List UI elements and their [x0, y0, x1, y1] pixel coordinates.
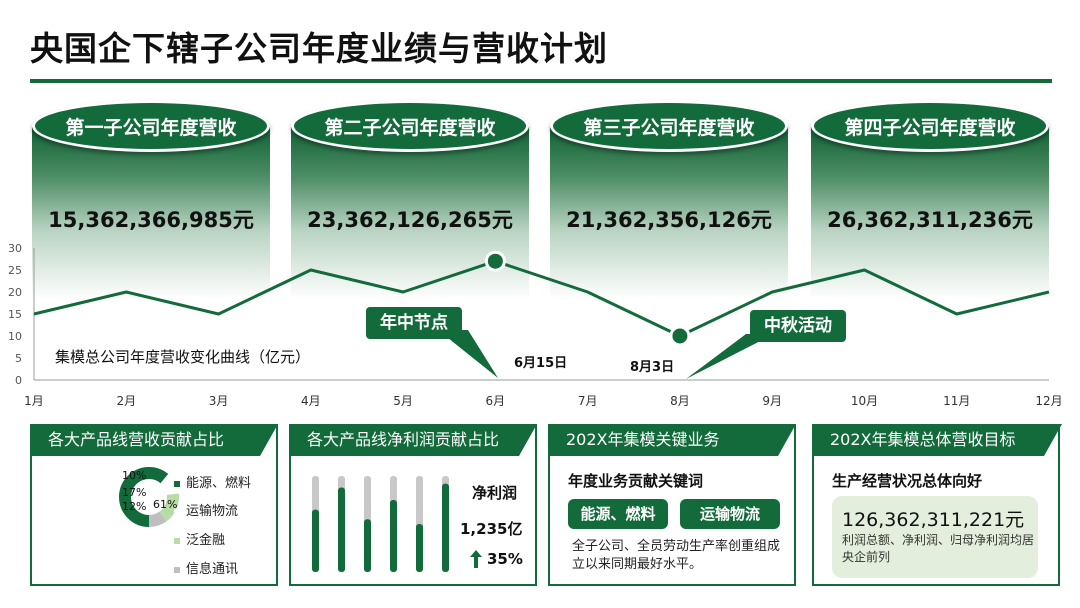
- y-tick-label: 10: [8, 330, 22, 343]
- subsidiary-name: 第二子公司年度营收: [324, 117, 496, 139]
- x-tick-label: 6月: [486, 394, 506, 408]
- revenue-donut-chart: [119, 467, 179, 527]
- callout-mid-autumn: 中秋活动: [750, 310, 846, 342]
- target-value: 126,362,311,221元: [842, 509, 1025, 531]
- donut-slice: [119, 467, 179, 527]
- x-tick-label: 2月: [116, 394, 136, 408]
- y-tick-label: 20: [8, 286, 22, 299]
- highlight-point: [484, 250, 506, 272]
- x-tick-label: 10月: [851, 394, 878, 408]
- cylinder-cap: [811, 100, 1049, 152]
- panel-subtitle: 年度业务贡献关键词: [568, 472, 704, 490]
- bar-fill: [442, 483, 449, 572]
- cylinder-cap: [32, 100, 270, 152]
- subsidiary-revenue: 23,362,126,265元: [307, 208, 513, 232]
- x-tick-label: 12月: [1035, 394, 1062, 408]
- bar-fill: [364, 519, 371, 572]
- callout-tail-mid-autumn: [686, 334, 774, 379]
- x-tick-label: 11月: [943, 394, 970, 408]
- legend-swatch: [174, 480, 180, 487]
- subsidiary-card-3: 第三子公司年度营收 21,362,356,126元: [550, 100, 788, 300]
- y-tick-label: 30: [8, 242, 22, 255]
- legend-item: 能源、燃料: [174, 472, 251, 491]
- x-tick-label: 8月: [670, 394, 690, 408]
- net-profit-value: 1,235亿: [460, 520, 523, 538]
- cylinder-body: [32, 126, 270, 300]
- callout-tail-mid-year: [438, 330, 498, 378]
- y-tick-label: 15: [8, 308, 22, 321]
- legend-item: 信息通讯: [174, 558, 238, 577]
- panel-title: 各大产品线净利润贡献占比: [289, 424, 537, 456]
- panel-title: 各大产品线营收贡献占比: [30, 424, 278, 456]
- donut-label: 12%: [122, 500, 147, 513]
- bar-fill: [312, 509, 319, 572]
- growth-percent: 35%: [487, 550, 523, 568]
- panel-title: 202X年集模总体营收目标: [812, 424, 1062, 456]
- legend-item: 运输物流: [174, 500, 238, 519]
- revenue-series-line: [33, 259, 1050, 338]
- donut-label: 10%: [122, 469, 147, 482]
- legend-swatch: [174, 566, 180, 573]
- keyword-tag: 运输物流: [680, 499, 780, 529]
- panel-title: 202X年集模关键业务: [548, 424, 796, 456]
- subsidiary-name: 第三子公司年度营收: [583, 117, 755, 139]
- chart-title: 集模总公司年度营收变化曲线（亿元）: [55, 348, 311, 366]
- callout-mid-year: 年中节点: [366, 307, 462, 339]
- panel-description: 利润总额、净利润、归母净利润均居央企前列: [842, 533, 1035, 564]
- legend-swatch: [174, 537, 180, 544]
- legend-item: 泛金融: [174, 529, 225, 548]
- date-annotation-2: 8月3日: [630, 360, 675, 375]
- legend-swatch: [174, 508, 180, 515]
- cylinder-cap: [291, 100, 529, 152]
- donut-label: 17%: [122, 486, 147, 499]
- subsidiary-card-4: 第四子公司年度营收 26,362,311,236元: [811, 100, 1049, 300]
- panel-description: 全子公司、全员劳动生产率创重组成立以来同期最好水平。: [572, 539, 781, 572]
- cylinder-body: [550, 126, 788, 300]
- net-profit-bar-chart: [312, 476, 449, 572]
- subsidiary-card-2: 第二子公司年度营收 23,362,126,265元: [291, 100, 529, 300]
- x-tick-label: 9月: [762, 394, 782, 408]
- cylinder-body: [811, 126, 1049, 300]
- cylinder-body: [291, 126, 529, 300]
- x-tick-label: 1月: [24, 394, 44, 408]
- bar-fill: [338, 487, 345, 572]
- title-divider: [30, 79, 1052, 83]
- y-tick-label: 5: [15, 352, 22, 365]
- x-tick-label: 7月: [578, 394, 598, 408]
- donut-slice: [119, 467, 179, 527]
- x-tick-label: 3月: [209, 394, 229, 408]
- subsidiary-revenue: 26,362,311,236元: [827, 208, 1033, 232]
- subsidiary-name: 第四子公司年度营收: [844, 117, 1016, 139]
- bar-fill: [390, 500, 397, 572]
- subsidiary-card-1: 第一子公司年度营收 15,362,366,985元: [32, 100, 270, 300]
- revenue-line-chart: 0 5 10 15 20 25 30 1月 2月 3月 4月 5月 6月 7月 8月 9月 10月 11月 12月: [8, 242, 1063, 408]
- highlight-point: [669, 325, 691, 347]
- panel-subtitle: 生产经营状况总体向好: [832, 472, 983, 490]
- keyword-tag: 能源、燃料: [568, 499, 668, 529]
- bar-fill: [416, 524, 423, 572]
- arrow-up-icon: [470, 550, 482, 568]
- x-tick-label: 5月: [393, 394, 413, 408]
- subsidiary-name: 第一子公司年度营收: [65, 117, 237, 139]
- subsidiary-revenue: 21,362,356,126元: [566, 208, 772, 232]
- subsidiary-revenue: 15,362,366,985元: [48, 208, 254, 232]
- x-tick-label: 4月: [301, 394, 321, 408]
- target-box: [832, 496, 1038, 578]
- y-tick-label: 0: [15, 374, 22, 387]
- date-annotation-1: 6月15日: [514, 356, 568, 371]
- cylinder-cap: [550, 100, 788, 152]
- donut-label: 61%: [153, 498, 178, 511]
- net-profit-label: 净利润: [472, 484, 518, 502]
- y-tick-label: 25: [8, 264, 22, 277]
- page-title: 央国企下辖子公司年度业绩与营收计划: [30, 29, 608, 68]
